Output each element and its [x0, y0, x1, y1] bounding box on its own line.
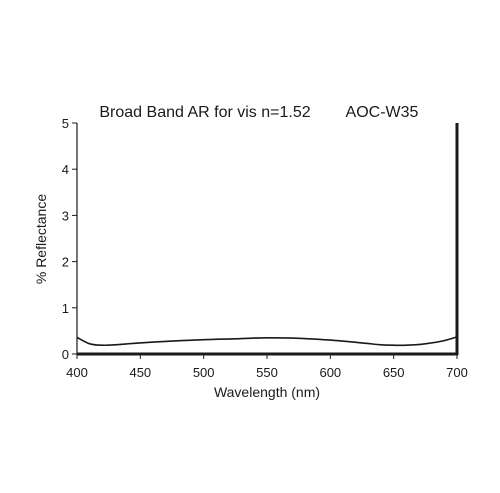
reflectance-curve [76, 336, 458, 347]
x-tick-label: 450 [129, 365, 151, 380]
chart-subtitle: AOC-W35 [346, 104, 419, 121]
chart-title: Broad Band AR for vis n=1.52 [99, 104, 310, 121]
y-tick-label: 0 [62, 347, 69, 362]
y-axis-label: % Reflectance [33, 194, 49, 284]
y-tick-label: 2 [62, 255, 69, 270]
x-tick-label: 650 [383, 365, 405, 380]
x-tick-label: 550 [256, 365, 278, 380]
x-tick-label: 500 [193, 365, 215, 380]
y-tick-label: 1 [62, 301, 69, 316]
x-tick-label: 400 [66, 365, 88, 380]
y-tick-label: 5 [62, 116, 69, 131]
y-tick-label: 3 [62, 208, 69, 223]
y-tick-label: 4 [62, 162, 69, 177]
x-axis-label: Wavelength (nm) [214, 384, 320, 400]
x-tick-label: 600 [319, 365, 341, 380]
x-tick-label: 700 [446, 365, 468, 380]
y-axis-ticks: 0 1 2 3 4 5 [62, 116, 77, 362]
x-axis-ticks: 400 450 500 550 600 650 700 [66, 354, 468, 380]
